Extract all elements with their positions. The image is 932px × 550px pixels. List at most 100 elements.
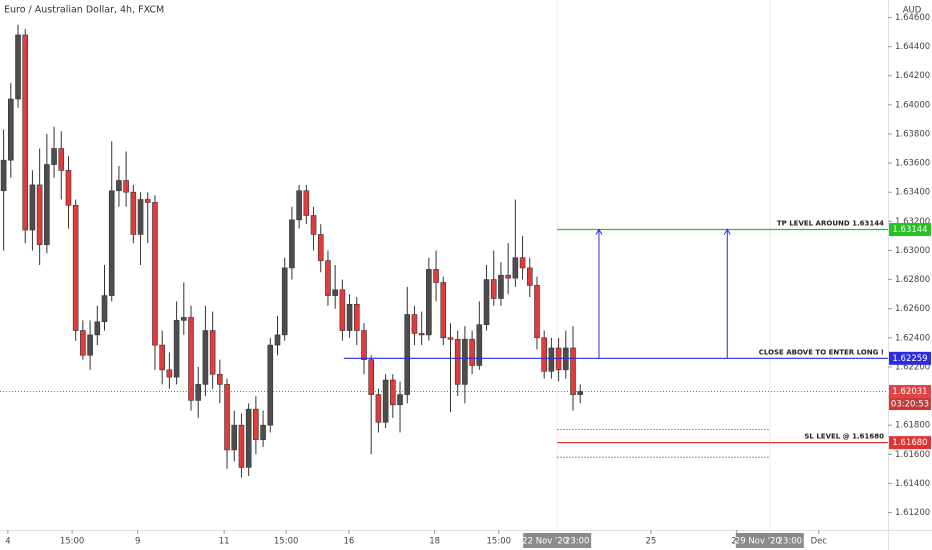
candle-body bbox=[281, 267, 288, 336]
candle-body bbox=[440, 282, 447, 339]
x-tick-label: 11 bbox=[219, 537, 230, 547]
candle-body bbox=[375, 394, 382, 423]
candle-body bbox=[498, 274, 504, 299]
candle-body bbox=[426, 269, 432, 336]
candle-body bbox=[29, 184, 36, 231]
candle-body bbox=[15, 34, 21, 100]
candle-body bbox=[159, 344, 165, 371]
y-tick-label: 1.63800 bbox=[895, 129, 930, 139]
candle-body bbox=[361, 330, 367, 360]
candle-body bbox=[368, 359, 375, 395]
y-tick-label: 1.63600 bbox=[895, 159, 930, 169]
candle-body bbox=[44, 164, 50, 245]
candle-body bbox=[202, 330, 209, 385]
candle-body bbox=[447, 337, 454, 340]
candle-body bbox=[65, 170, 72, 206]
level-tag bbox=[889, 351, 931, 365]
candle-body bbox=[166, 369, 173, 378]
candle-body bbox=[137, 199, 144, 235]
candle-body bbox=[418, 333, 425, 336]
candle-body bbox=[274, 334, 281, 346]
candle-body bbox=[411, 314, 418, 334]
y-tick-label: 1.61200 bbox=[895, 508, 930, 518]
marker-date: 22 Nov '20 bbox=[522, 537, 568, 547]
chart-title: Euro / Australian Dollar, 4h, FXCM bbox=[4, 5, 164, 16]
y-tick-label: 1.64400 bbox=[895, 42, 930, 52]
candle-body bbox=[224, 384, 230, 451]
candle-body bbox=[195, 384, 202, 401]
x-tick-label: 4 bbox=[5, 537, 10, 547]
x-tick-label: 15:00 bbox=[274, 537, 299, 547]
candle-body bbox=[0, 159, 7, 192]
candle-body bbox=[310, 215, 317, 235]
candle-body bbox=[80, 330, 86, 356]
candle-body bbox=[108, 190, 115, 296]
candle-body bbox=[346, 304, 353, 331]
candle-body bbox=[231, 424, 238, 451]
candle-body bbox=[512, 257, 519, 279]
marker-time: 23:00 bbox=[778, 537, 803, 547]
marker-label-box bbox=[523, 533, 592, 548]
candle-body bbox=[209, 330, 216, 375]
candle-body bbox=[36, 184, 43, 245]
arrow-head bbox=[723, 228, 731, 235]
candle-body bbox=[519, 257, 526, 269]
candle-body bbox=[454, 338, 461, 385]
y-tick-label: 1.63000 bbox=[895, 246, 930, 256]
candle-body bbox=[8, 98, 14, 161]
level-tag bbox=[889, 436, 931, 450]
level-label: TP LEVEL AROUND 1.63144 bbox=[777, 219, 884, 227]
y-tick-label: 1.64200 bbox=[895, 71, 930, 81]
candle-body bbox=[289, 219, 295, 269]
y-tick-label: 1.62400 bbox=[895, 333, 930, 343]
candle-body bbox=[58, 148, 65, 171]
candle-body bbox=[94, 321, 101, 336]
x-tick-label: 15:00 bbox=[487, 537, 512, 547]
y-tick-label: 1.62200 bbox=[895, 362, 930, 372]
y-tick-label: 1.61600 bbox=[895, 450, 930, 460]
level-tag-text: 1.61680 bbox=[892, 438, 927, 448]
x-tick-label: 18 bbox=[429, 537, 440, 547]
candle-body bbox=[548, 347, 555, 372]
candle-body bbox=[534, 285, 540, 339]
candle-body bbox=[188, 317, 194, 401]
x-tick-label: 25 bbox=[645, 537, 656, 547]
candle-body bbox=[382, 379, 389, 423]
y-tick-label: 1.63200 bbox=[895, 217, 930, 227]
candle-body bbox=[404, 314, 411, 395]
candle-body bbox=[332, 289, 338, 296]
candle-body bbox=[296, 190, 302, 221]
candle-body bbox=[173, 320, 180, 378]
candle-body bbox=[490, 279, 497, 299]
y-tick-label: 1.61400 bbox=[895, 479, 930, 489]
candle-body bbox=[260, 424, 266, 441]
last-price-text: 1.62031 bbox=[892, 387, 927, 397]
candle-body bbox=[505, 274, 511, 279]
candle-body bbox=[144, 199, 151, 203]
y-tick-label: 1.64600 bbox=[895, 13, 930, 23]
candle-body bbox=[123, 180, 129, 193]
level-label: CLOSE ABOVE TO ENTER LONG ! bbox=[759, 348, 884, 356]
marker-time: 23:00 bbox=[565, 537, 590, 547]
candle-body bbox=[245, 408, 252, 468]
candle-body bbox=[325, 260, 331, 296]
y-tick-label: 1.64000 bbox=[895, 100, 930, 110]
candle-body bbox=[72, 205, 79, 331]
x-tick-label: 15:00 bbox=[60, 537, 85, 547]
candle-body bbox=[353, 304, 360, 331]
candle-body bbox=[462, 338, 468, 385]
countdown-tag bbox=[889, 398, 931, 411]
y-tick-label: 1.62800 bbox=[895, 275, 930, 285]
arrow-head bbox=[595, 228, 603, 235]
candle-body bbox=[180, 317, 187, 321]
level-tag bbox=[889, 222, 931, 236]
candle-body bbox=[51, 148, 57, 165]
candle-body bbox=[526, 267, 533, 286]
candle-body bbox=[303, 190, 310, 216]
candle-body bbox=[433, 269, 439, 283]
candle-body bbox=[22, 34, 29, 231]
candle-body bbox=[469, 338, 475, 366]
candle-body bbox=[101, 295, 108, 323]
